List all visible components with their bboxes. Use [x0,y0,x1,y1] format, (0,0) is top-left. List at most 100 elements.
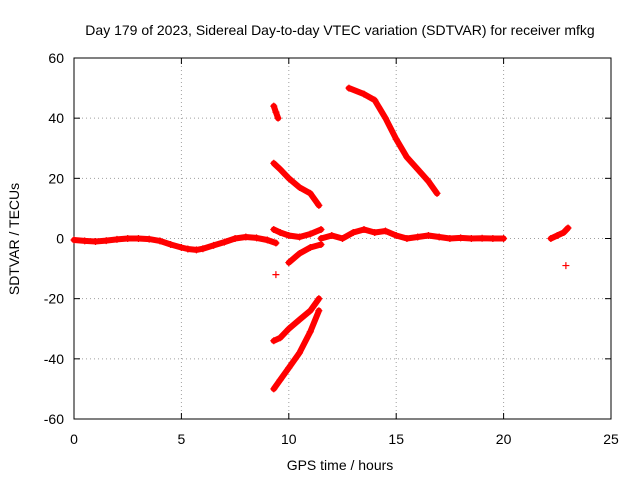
series-track-mid-descending [270,159,323,209]
series-trace [270,307,322,392]
data-point [285,259,293,267]
data-point [547,235,555,242]
data-point [113,235,121,243]
data-point [220,238,228,246]
series-trace [345,85,440,197]
data-point [564,224,572,232]
data-point [435,233,443,241]
data-point [306,230,314,238]
data-point [199,245,207,253]
data-point [381,114,389,122]
y-tick-label: 20 [48,170,64,186]
series-track-high-long [345,84,441,197]
data-point [315,307,323,315]
data-point [349,228,357,236]
data-point [467,235,475,242]
data-point [263,236,271,244]
data-point [177,244,185,252]
data-point [270,159,278,167]
data-point [392,231,400,239]
y-tick-label: 60 [48,50,64,66]
series-track-near-zero-a [270,225,325,241]
data-point [403,153,411,161]
data-point [231,235,239,242]
data-point [285,325,293,333]
y-tick-labels: -60 -40 -20 0 20 40 60 [44,50,64,427]
data-point [315,201,323,209]
data-point [242,233,250,241]
y-tick-label: -20 [44,291,64,307]
y-tick-label: -40 [44,351,64,367]
data-point [192,246,200,254]
data-point [489,235,497,242]
data-point [560,228,568,236]
data-point [276,165,284,173]
series-trace [285,241,324,266]
x-axis-title: GPS time / hours [287,457,394,473]
series-baseline [70,233,280,254]
data-point [270,385,278,393]
data-point [81,237,89,245]
data-point [274,114,282,122]
series-trace [547,225,571,242]
axis-ticks [73,57,612,420]
x-tick-label: 5 [178,431,186,447]
data-point [403,235,411,242]
y-tick-label: 40 [48,110,64,126]
data-point [270,102,278,110]
data-point [210,241,218,249]
y-tick-label: 0 [56,231,64,247]
data-point [276,228,284,236]
data-point [478,234,486,242]
data-point [167,241,175,249]
data-point [315,295,323,303]
data-point [360,225,368,233]
data-point [270,337,278,345]
data-point [145,235,153,243]
data-point [276,376,284,384]
data-point [424,177,432,185]
data-point [392,135,400,143]
data-point [371,96,379,104]
data-point [285,174,293,182]
series-outlier-a [272,271,280,279]
x-tick-label: 20 [496,431,512,447]
data-point [285,364,293,372]
data-point [156,237,164,245]
data-point [91,238,99,246]
data-point [70,236,78,244]
data-point [433,189,441,197]
series-track-near-zero-b [317,225,508,242]
data-point [424,231,432,239]
chart-title: Day 179 of 2023, Sidereal Day-to-day VTE… [85,22,594,38]
series-trace [318,226,507,242]
data-point [296,250,304,258]
data-point [317,235,325,242]
data-point [102,237,110,245]
series-layer [70,84,572,393]
series-outlier-b [562,262,570,270]
data-point [296,233,304,241]
data-point [446,235,454,242]
series-track-late [547,224,572,242]
data-point [457,234,465,242]
data-point [339,235,346,242]
data-point [500,235,508,242]
data-point [371,228,379,236]
series-trace [270,160,322,209]
data-point [306,307,314,315]
x-tick-label: 10 [281,431,297,447]
data-point [134,235,142,242]
data-point [345,84,353,92]
series-track-low-a [270,295,323,345]
data-point [276,334,284,342]
x-tick-label: 25 [603,431,619,447]
y-axis-title: SDTVAR / TECUs [6,183,22,295]
x-tick-label: 0 [70,431,78,447]
data-point [272,239,280,247]
data-point [306,189,314,197]
series-track-low-b [270,307,323,393]
data-point [296,316,304,324]
data-point [317,241,325,249]
